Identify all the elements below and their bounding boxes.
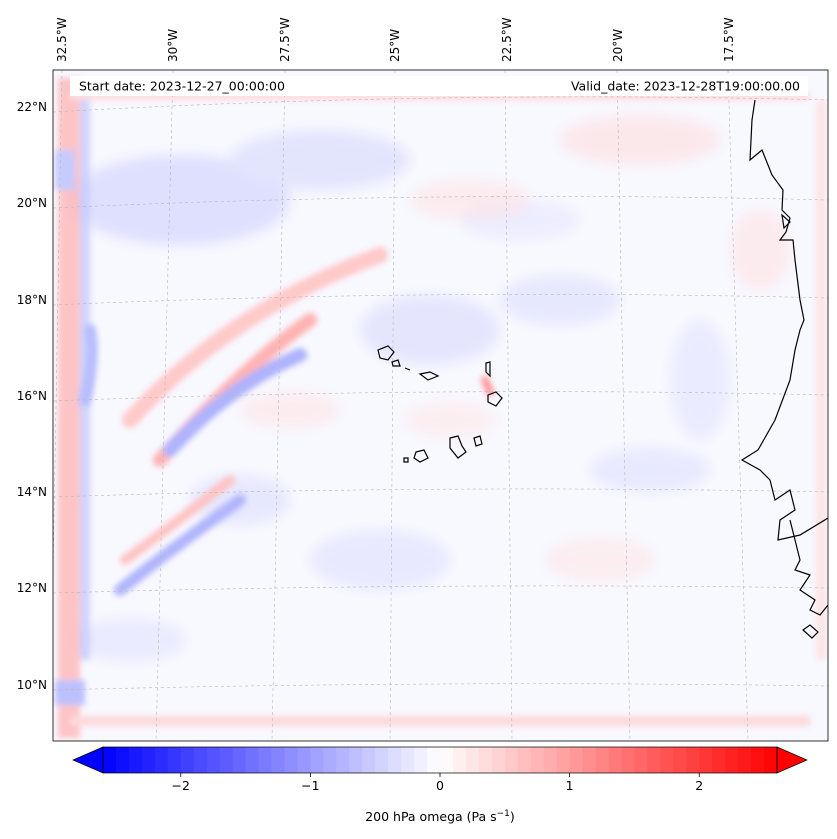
colorbar-segment <box>440 747 454 773</box>
colorbar-segment <box>180 747 195 773</box>
colorbar-segment <box>712 747 726 773</box>
colorbar-segment <box>388 747 402 773</box>
latitude-labels: 22°N 20°N 18°N 16°N 14°N 12°N 10°N <box>17 100 47 692</box>
colorbar-segment <box>686 747 700 773</box>
colorbar-segment <box>128 747 143 773</box>
colorbar-segment <box>660 747 674 773</box>
colorbar-tick-label: 0 <box>436 778 444 793</box>
colorbar-tick-label: −2 <box>172 778 190 793</box>
colorbar-segment <box>699 747 713 773</box>
colorbar-segment <box>193 747 208 773</box>
omega-field <box>53 70 828 741</box>
colorbar-segment <box>349 747 363 773</box>
header-bar: Start date: 2023-12-27_00:00:00 Valid_da… <box>70 76 808 96</box>
colorbar-segment <box>375 747 389 773</box>
colorbar-segment <box>621 747 636 773</box>
colorbar-segment <box>297 747 311 773</box>
colorbar-segment <box>362 747 376 773</box>
lat-label: 18°N <box>17 293 47 307</box>
lat-label: 10°N <box>17 678 47 692</box>
lat-label: 12°N <box>17 581 47 595</box>
lon-label: 27.5°W <box>278 17 292 62</box>
start-date-label: Start date: 2023-12-27_00:00:00 <box>79 79 285 94</box>
colorbar-segment <box>232 747 247 773</box>
colorbar-ticks: −2 −1 0 1 2 <box>172 773 703 793</box>
lon-label: 25°W <box>388 29 402 62</box>
colorbar-segment <box>414 747 428 773</box>
lat-label: 16°N <box>17 389 47 403</box>
colorbar-segment <box>141 747 156 773</box>
colorbar-segment <box>219 747 234 773</box>
colorbar-segment <box>751 747 765 773</box>
colorbar-segment <box>543 747 558 773</box>
africa-coast <box>740 99 828 541</box>
lon-label: 17.5°W <box>722 17 736 62</box>
lat-label: 20°N <box>17 196 47 210</box>
graticule <box>53 70 828 741</box>
colorbar-segment <box>478 747 493 773</box>
colorbar-segment <box>582 747 597 773</box>
colorbar-segment <box>452 747 467 773</box>
colorbar-segment <box>310 747 324 773</box>
valid-date-label: Valid_date: 2023-12-28T19:00:00.00 <box>571 79 800 94</box>
lon-label: 20°W <box>611 29 625 62</box>
colorbar-label: 200 hPa omega (Pa s−1) <box>365 809 515 824</box>
colorbar-segment <box>271 747 286 773</box>
colorbar-segment <box>504 747 519 773</box>
colorbar-segment <box>764 747 778 773</box>
colorbar-segment <box>491 747 506 773</box>
colorbar-segment <box>401 747 415 773</box>
colorbar-segment <box>465 747 480 773</box>
colorbar-segment <box>167 747 182 773</box>
colorbar-segment <box>284 747 299 773</box>
colorbar: −2 −1 0 1 2 200 hPa omega (Pa s−1) <box>72 746 808 824</box>
colorbar-max-arrow <box>776 746 808 774</box>
africa-coast-south <box>789 519 828 616</box>
colorbar-segment <box>569 747 584 773</box>
colorbar-tick-label: 2 <box>695 778 703 793</box>
colorbar-segment <box>336 747 350 773</box>
colorbar-min-arrow <box>72 746 104 774</box>
colorbar-segment <box>323 747 337 773</box>
colorbar-segment <box>258 747 273 773</box>
longitude-labels: 32.5°W 30°W 27.5°W 25°W 22.5°W 20°W 17.5… <box>55 17 736 62</box>
colorbar-segment <box>725 747 739 773</box>
colorbar-segment <box>738 747 752 773</box>
lon-label: 22.5°W <box>500 17 514 62</box>
coastline <box>740 99 828 639</box>
colorbar-segment <box>530 747 545 773</box>
colorbar-tick-label: −1 <box>301 778 319 793</box>
colorbar-segment <box>517 747 532 773</box>
colorbar-segment <box>115 747 130 773</box>
colorbar-segment <box>608 747 623 773</box>
colorbar-segment <box>154 747 169 773</box>
map-frame <box>52 69 829 742</box>
lon-label: 32.5°W <box>55 17 69 62</box>
colorbar-segment <box>634 747 648 773</box>
colorbar-segment <box>427 747 441 773</box>
colorbar-segments <box>103 747 778 773</box>
lat-label: 22°N <box>17 100 47 114</box>
lon-label: 30°W <box>166 29 180 62</box>
colorbar-segment <box>673 747 687 773</box>
colorbar-tick-label: 1 <box>566 778 574 793</box>
colorbar-segment <box>556 747 571 773</box>
colorbar-segment <box>647 747 661 773</box>
cape-verde-islands <box>377 345 503 463</box>
colorbar-segment <box>206 747 221 773</box>
colorbar-segment <box>595 747 610 773</box>
colorbar-segment <box>245 747 260 773</box>
colorbar-segment <box>103 747 117 773</box>
lat-label: 14°N <box>17 485 47 499</box>
